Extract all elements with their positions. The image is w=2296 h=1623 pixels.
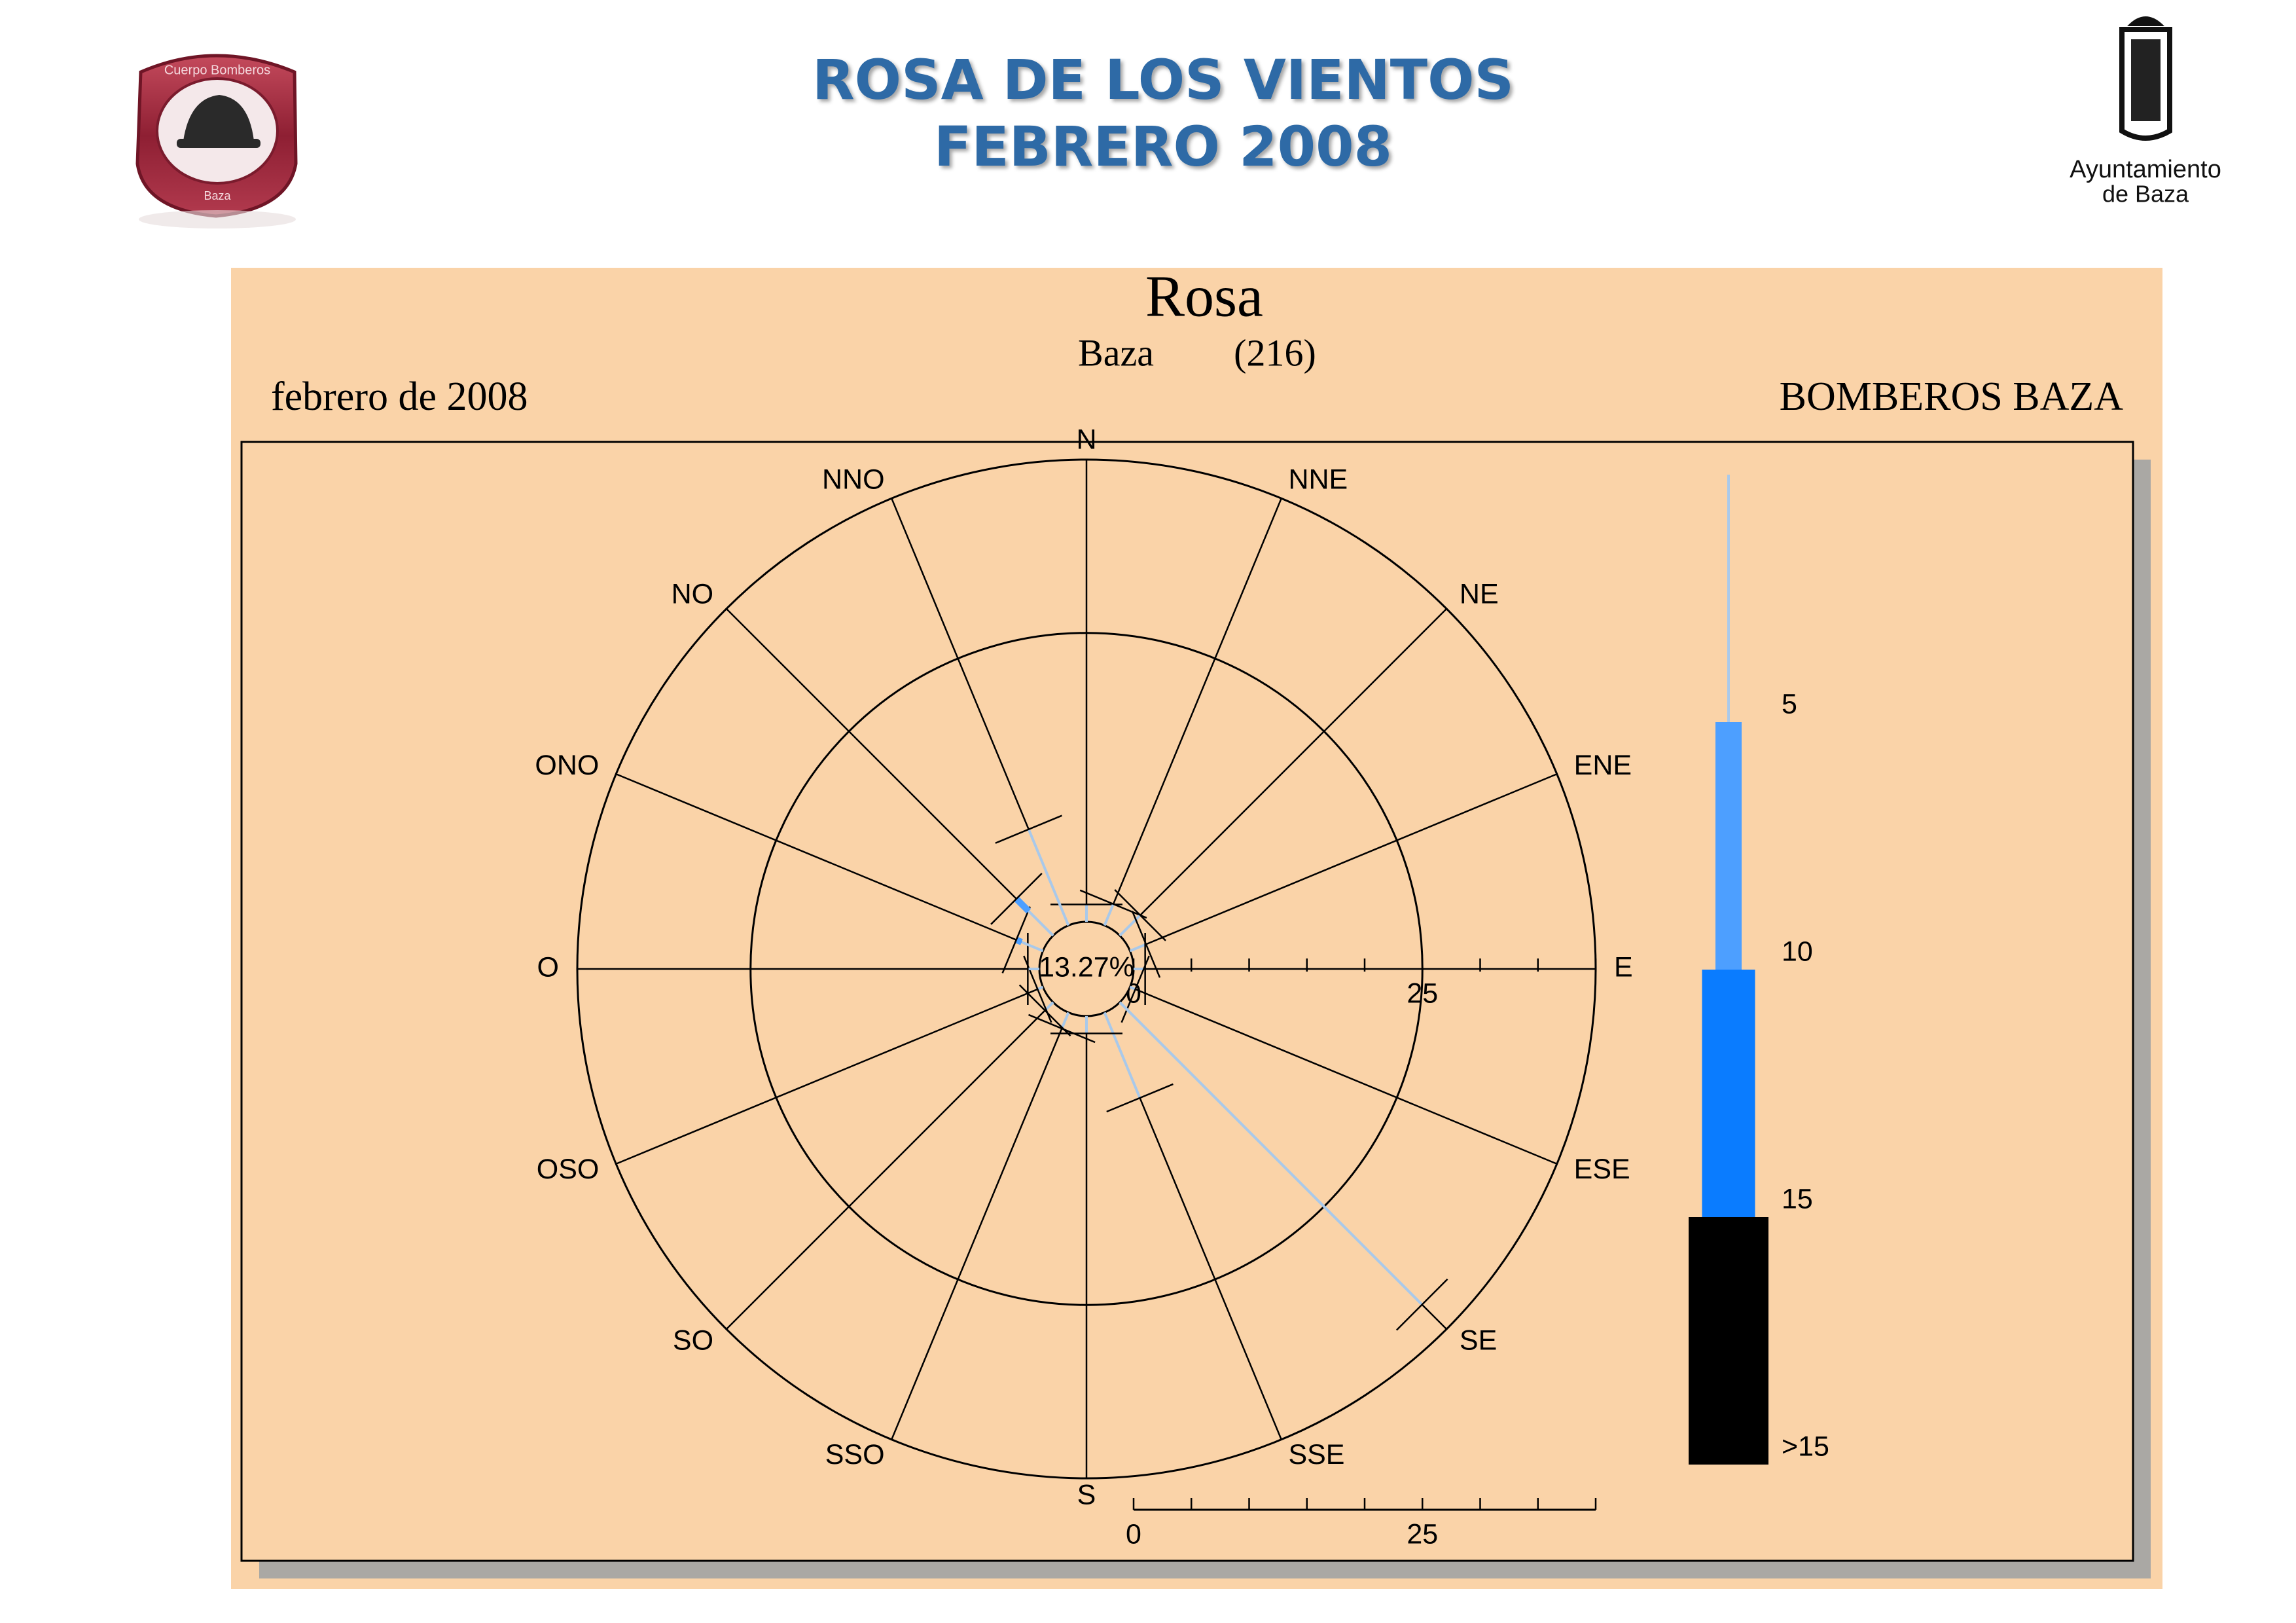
logo-text: Cuerpo Bomberos [164, 63, 270, 77]
direction-label: ONO [535, 750, 599, 781]
city-logo: Ayuntamiento de Baza [2070, 16, 2221, 208]
legend-swatch [1715, 722, 1742, 970]
station-code: (216) [1234, 331, 1316, 374]
direction-label: S [1077, 1479, 1096, 1510]
direction-label: SSO [825, 1439, 885, 1470]
bar-end [995, 814, 1062, 844]
header-title: ROSA DE LOS VIENTOS [812, 48, 1514, 112]
bar-end [1028, 1013, 1096, 1044]
spoke [891, 1012, 1069, 1440]
wind-segment [1014, 896, 1031, 914]
scale-tick-label: 25 [1407, 1518, 1438, 1550]
wind-segment [1037, 985, 1044, 991]
scale-tick-label: 0 [1126, 1518, 1141, 1550]
wind-segment [1014, 936, 1023, 945]
spoke [1103, 498, 1282, 926]
calm-label: 13.27% [1039, 951, 1134, 983]
direction-label: NNO [822, 464, 885, 496]
wind-segment [1060, 1012, 1070, 1029]
spoke [725, 608, 1054, 936]
logo-text: Baza [204, 189, 231, 202]
direction-label: NNE [1288, 464, 1348, 496]
bar-end [1001, 906, 1031, 974]
legend-label: 10 [1782, 936, 1813, 967]
spoke [615, 773, 1043, 952]
wind-segment [1129, 943, 1147, 953]
legend-label: 15 [1782, 1183, 1813, 1214]
wind-segment [1028, 910, 1054, 937]
direction-label: SE [1460, 1324, 1497, 1356]
bar-end [1106, 1083, 1174, 1113]
direction-label: E [1614, 951, 1633, 983]
station-name: Baza [1078, 331, 1154, 374]
direction-label: O [537, 951, 559, 983]
bar-end [1079, 889, 1147, 919]
direction-label: NO [672, 578, 714, 610]
direction-label: ESE [1574, 1154, 1630, 1185]
spoke [1130, 986, 1558, 1165]
logo-text: Ayuntamiento [2070, 156, 2221, 183]
direction-label: NE [1460, 578, 1499, 610]
spoke [615, 986, 1043, 1165]
wind-segment [1129, 985, 1136, 991]
direction-label: OSO [537, 1154, 600, 1185]
direction-label: N [1076, 424, 1096, 455]
wind-segment [1027, 828, 1070, 926]
bar-end [1395, 1278, 1448, 1331]
wind-segment [1021, 941, 1044, 953]
wind-segment [1119, 914, 1141, 937]
bar-end [1121, 955, 1150, 1023]
wind-segment [1103, 1012, 1141, 1099]
direction-label: ENE [1574, 750, 1632, 781]
spoke [725, 1002, 1054, 1330]
bar-end [990, 873, 1043, 925]
legend-label: >15 [1782, 1431, 1829, 1462]
legend-swatch [1727, 475, 1730, 722]
radial-tick-label: 25 [1407, 977, 1438, 1009]
legend-swatch [1689, 1217, 1768, 1465]
chart-title: Rosa [1145, 264, 1263, 329]
spoke [1119, 608, 1448, 936]
source: BOMBEROS BAZA [1780, 374, 2124, 419]
direction-label: SSE [1288, 1439, 1344, 1470]
spoke [1130, 773, 1558, 952]
legend-label: 5 [1782, 688, 1797, 720]
wind-rose: NNNENEENEEESESESSESSSOSOOSOOONONONNO0025… [535, 424, 1829, 1550]
bar-end [1114, 889, 1166, 941]
fire-brigade-logo: Cuerpo Bomberos Baza [135, 54, 298, 228]
wind-segment [1119, 1001, 1424, 1306]
header-title: FEBRERO 2008 [934, 115, 1392, 179]
wind-segment [1103, 903, 1115, 926]
legend-swatch [1702, 970, 1755, 1217]
plot-frame [240, 441, 2134, 1562]
period: febrero de 2008 [271, 374, 528, 419]
bar-end [1131, 911, 1161, 978]
logo-text: de Baza [2102, 181, 2189, 208]
direction-label: SO [673, 1324, 713, 1356]
